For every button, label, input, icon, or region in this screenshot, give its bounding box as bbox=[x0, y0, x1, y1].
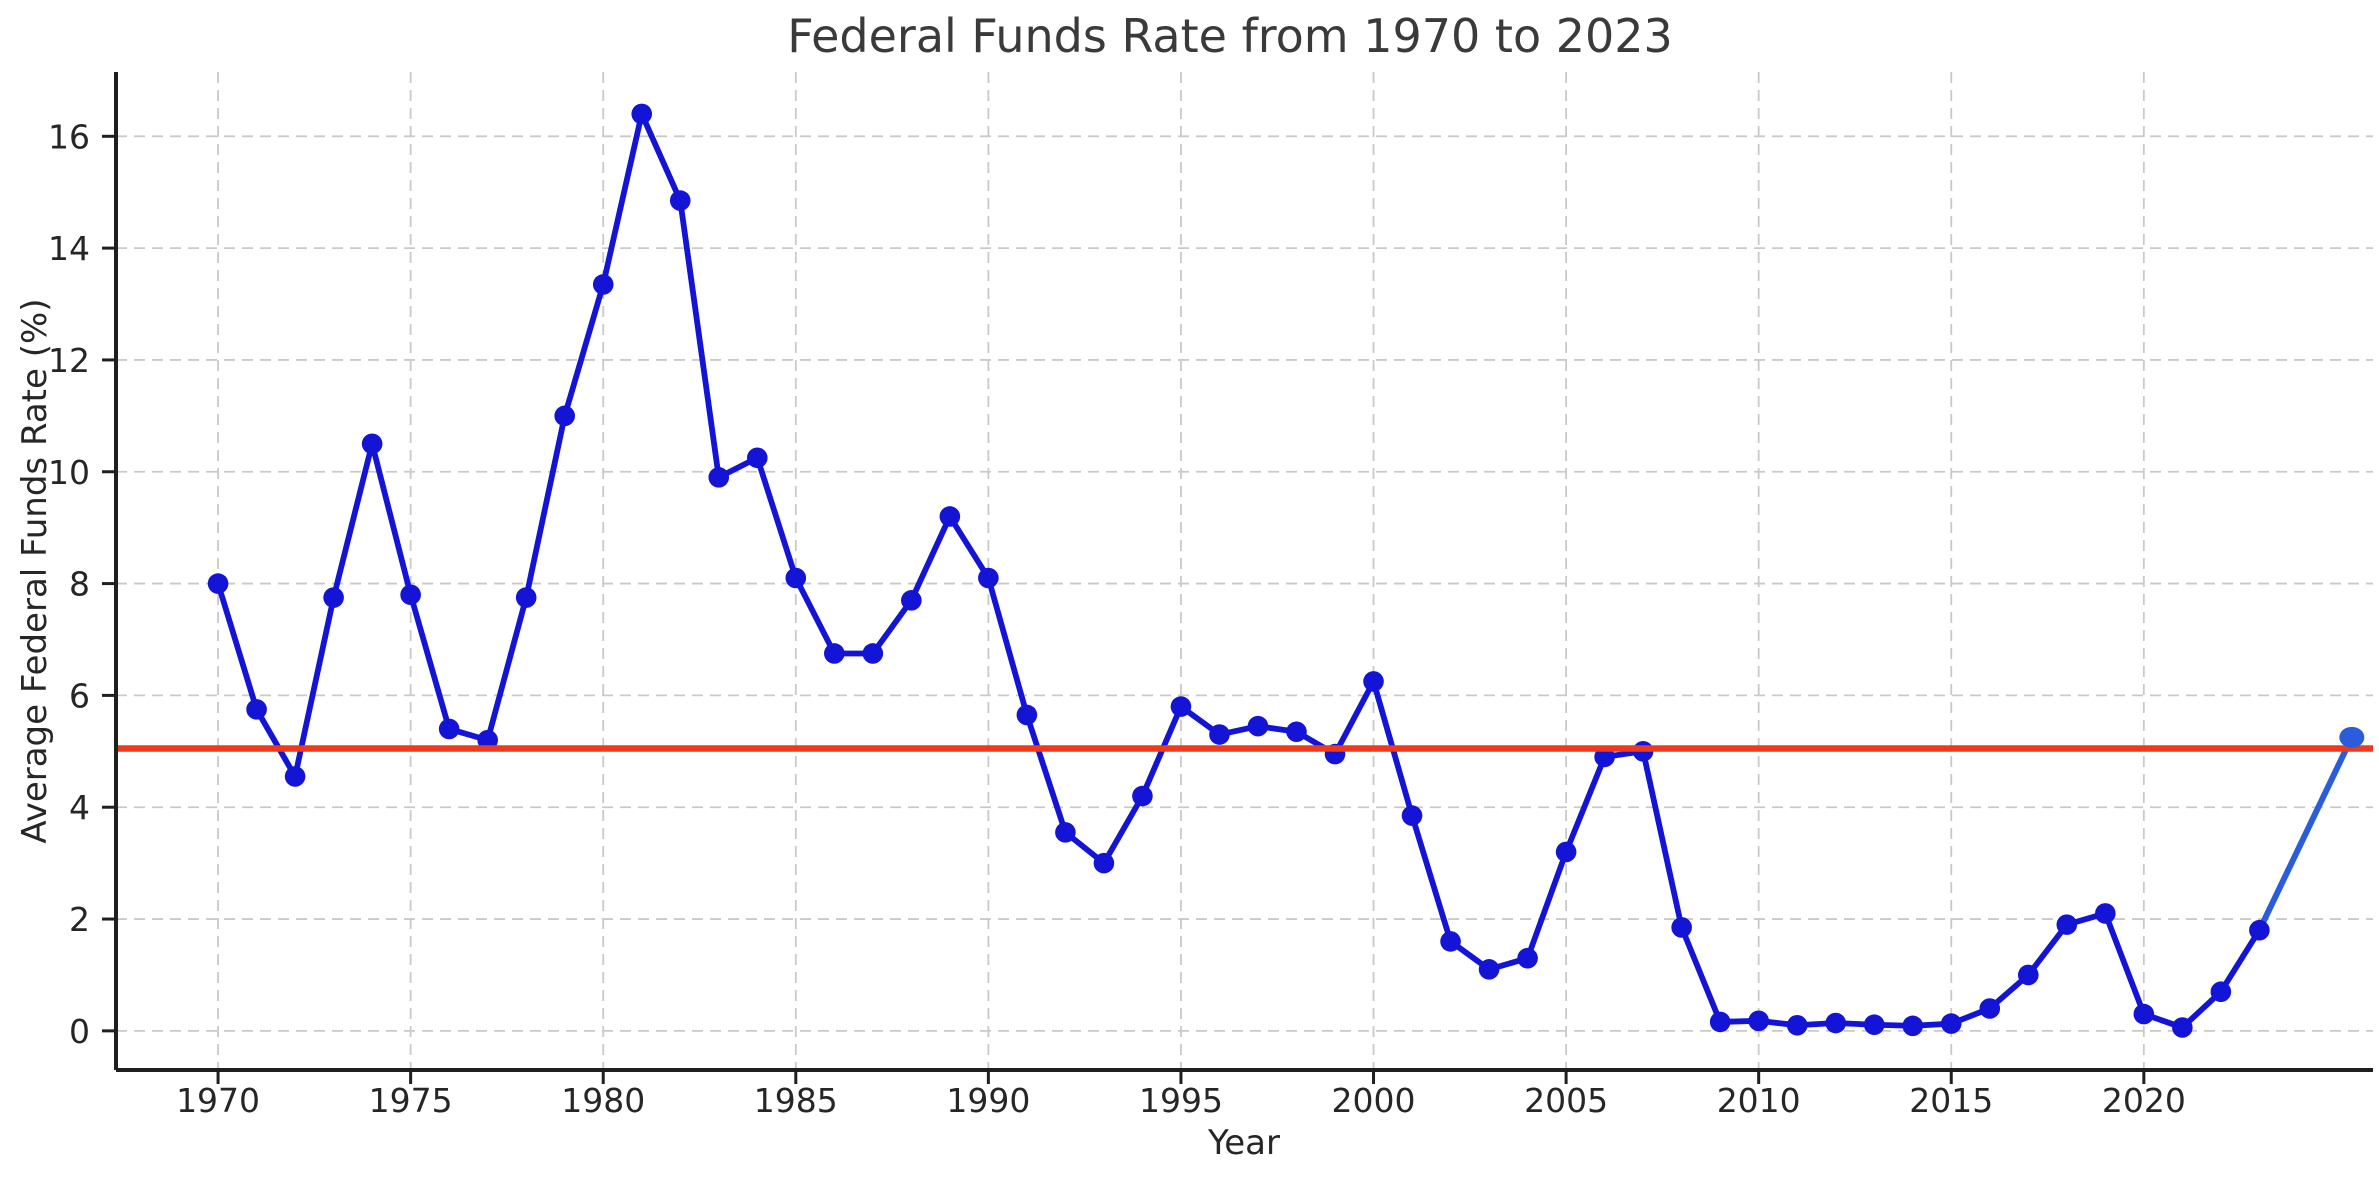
tick-labels: 1970 1975 1980 1985 1990 1995 2000 2005 2010 2015… bbox=[48, 117, 2186, 1120]
highlight-point-marker bbox=[2339, 726, 2365, 748]
data-point-marker bbox=[361, 433, 383, 455]
data-point-marker bbox=[1401, 805, 1423, 826]
data-point-marker bbox=[708, 467, 730, 488]
data-point-marker bbox=[978, 567, 999, 589]
data-point-marker bbox=[400, 584, 421, 606]
data-point-marker bbox=[824, 643, 845, 664]
data-point-marker bbox=[901, 590, 922, 611]
y-tick-label: 0 bbox=[69, 1012, 90, 1051]
data-point-marker bbox=[592, 274, 614, 295]
data-point-marker bbox=[2249, 919, 2270, 941]
data-point-marker bbox=[669, 190, 691, 211]
data-point-marker bbox=[515, 587, 537, 608]
data-point-marker bbox=[631, 103, 653, 125]
data-point-marker bbox=[1093, 852, 1115, 874]
data-point-marker bbox=[1979, 998, 2001, 1019]
x-tick-label: 2000 bbox=[1332, 1081, 1416, 1120]
data-point-marker bbox=[1286, 721, 1307, 743]
data-point-marker bbox=[1825, 1012, 1847, 1034]
data-point-marker bbox=[1786, 1014, 1808, 1036]
data-point-marker bbox=[1863, 1014, 1885, 1036]
data-point-marker bbox=[323, 587, 344, 608]
data-point-marker bbox=[2056, 914, 2078, 935]
data-point-marker bbox=[1247, 715, 1269, 737]
plot-series bbox=[116, 103, 2373, 1038]
y-tick-label: 4 bbox=[69, 788, 90, 827]
x-tick-label: 1985 bbox=[754, 1081, 838, 1120]
y-tick-label: 8 bbox=[69, 565, 90, 604]
data-point-marker bbox=[1671, 917, 1692, 938]
data-point-marker bbox=[862, 643, 884, 664]
x-tick-label: 2005 bbox=[1524, 1081, 1608, 1120]
data-point-marker bbox=[1209, 724, 1230, 745]
data-point-marker bbox=[2172, 1017, 2193, 1038]
y-tick-label: 16 bbox=[48, 117, 90, 156]
data-point-marker bbox=[1132, 785, 1153, 807]
data-point-marker bbox=[1016, 704, 1038, 726]
data-point-marker bbox=[2133, 1003, 2155, 1025]
x-tick-label: 1990 bbox=[946, 1081, 1030, 1120]
data-point-marker bbox=[1363, 671, 1384, 692]
x-tick-label: 2010 bbox=[1717, 1081, 1801, 1120]
y-tick-label: 14 bbox=[48, 229, 90, 268]
data-point-marker bbox=[2017, 964, 2039, 986]
y-tick-label: 6 bbox=[69, 676, 90, 715]
data-point-marker bbox=[554, 405, 576, 427]
x-tick-label: 1995 bbox=[1139, 1081, 1223, 1120]
y-axis-label: Average Federal Funds Rate (%) bbox=[15, 298, 55, 843]
x-axis-label: Year bbox=[1207, 1123, 1280, 1163]
y-tick-label: 10 bbox=[48, 453, 90, 492]
axes bbox=[102, 72, 2373, 1084]
data-point-marker bbox=[2210, 981, 2232, 1003]
x-tick-label: 2015 bbox=[1909, 1081, 1993, 1120]
data-point-marker bbox=[1055, 822, 1076, 843]
data-point-marker bbox=[1748, 1010, 1769, 1032]
data-point-marker bbox=[746, 447, 768, 469]
data-point-marker bbox=[1940, 1013, 1962, 1034]
data-point-marker bbox=[438, 718, 460, 740]
x-tick-label: 1975 bbox=[369, 1081, 453, 1120]
data-point-marker bbox=[939, 506, 961, 527]
y-tick-label: 12 bbox=[48, 341, 90, 380]
data-point-marker bbox=[284, 766, 306, 787]
data-point-marker bbox=[1517, 947, 1538, 969]
gridlines bbox=[116, 72, 2373, 1070]
data-point-marker bbox=[1555, 841, 1577, 863]
highlight-segment bbox=[2256, 734, 2355, 934]
chart-title: Federal Funds Rate from 1970 to 2023 bbox=[787, 9, 1673, 63]
x-tick-label: 1970 bbox=[176, 1081, 260, 1120]
data-point-marker bbox=[1440, 931, 1461, 952]
data-point-marker bbox=[2095, 903, 2116, 924]
data-point-marker bbox=[246, 699, 267, 720]
data-point-marker bbox=[1709, 1011, 1731, 1033]
x-tick-label: 2020 bbox=[2102, 1081, 2186, 1120]
series-line bbox=[215, 111, 2263, 1031]
data-point-marker bbox=[1902, 1015, 1924, 1037]
data-point-marker bbox=[207, 573, 229, 594]
x-tick-label: 1980 bbox=[561, 1081, 645, 1120]
data-point-marker bbox=[1170, 696, 1192, 717]
data-point-marker bbox=[1478, 959, 1500, 980]
data-point-marker bbox=[785, 567, 807, 589]
y-tick-label: 2 bbox=[69, 900, 90, 939]
